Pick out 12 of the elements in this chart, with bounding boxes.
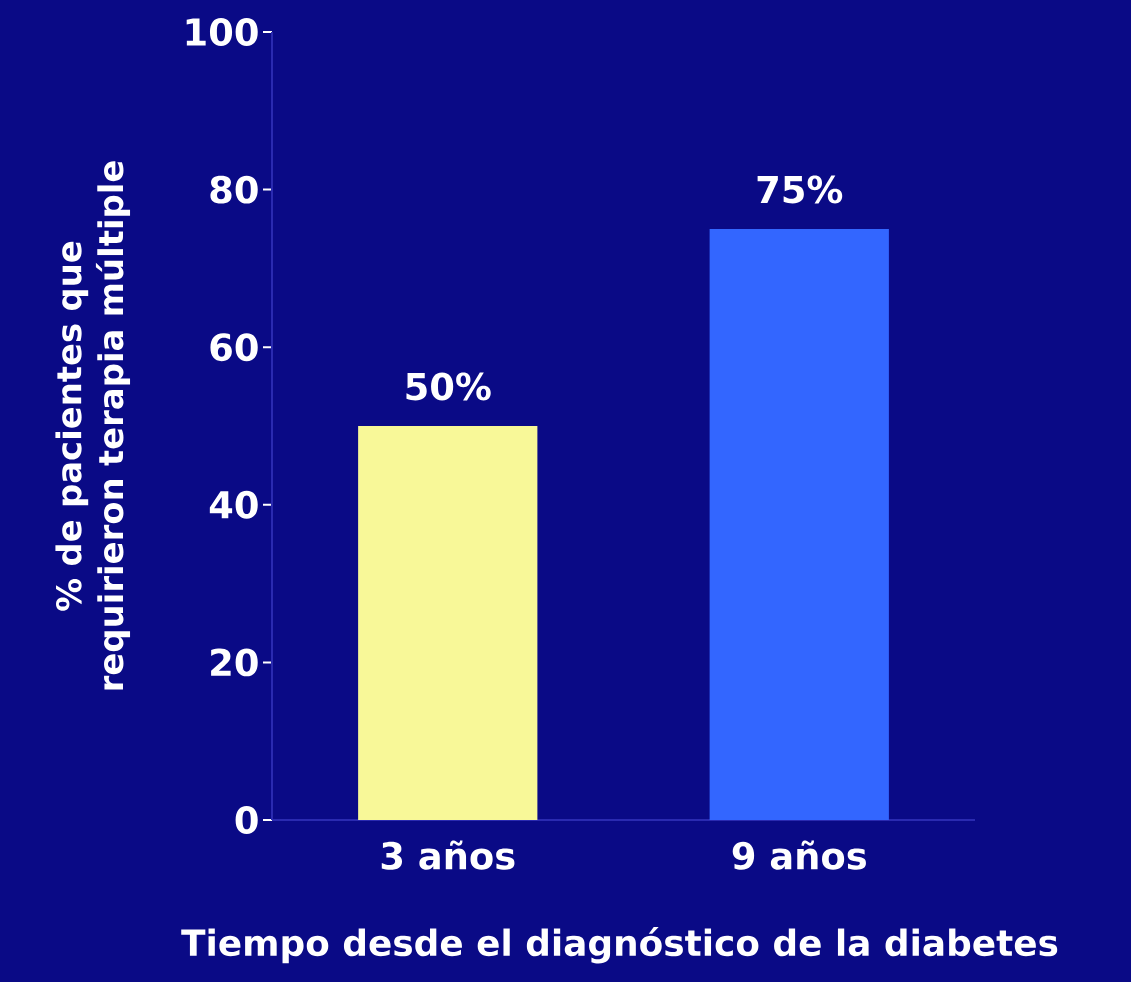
y-tick-label: 40 [209, 490, 258, 519]
y-tick-label: 0 [235, 806, 258, 834]
y-tick-label: 20 [211, 648, 258, 677]
y-tick-label: 100 [186, 18, 258, 46]
y-tick-label: 80 [210, 175, 258, 204]
x-axis-title: Tiempo desde el diagnóstico de la diabetes [181, 927, 1058, 964]
data-label: 75% [757, 175, 843, 204]
y-axis-title: % de pacientes que requirieron terapia múltiple [55, 161, 131, 690]
x-tick-label: 9 años [732, 840, 866, 870]
y-tick-label: 60 [210, 333, 258, 362]
data-label: 50% [406, 372, 491, 401]
x-tick-label: 3 años [381, 840, 515, 870]
